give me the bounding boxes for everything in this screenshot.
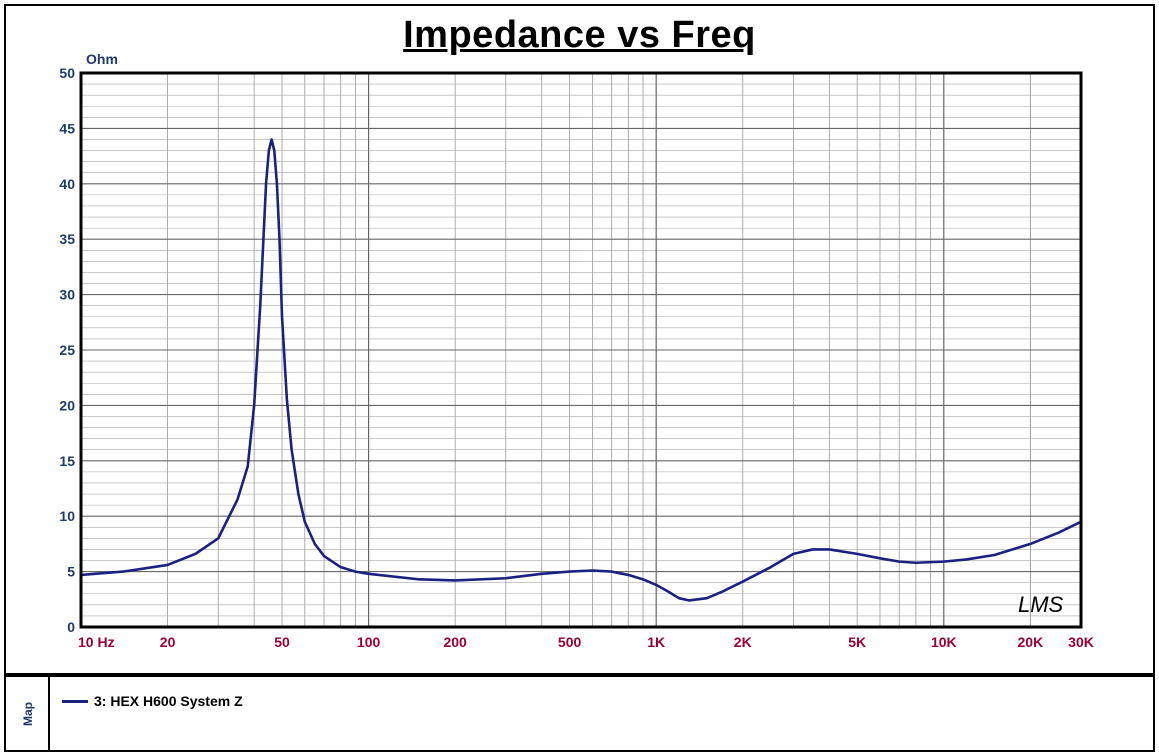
major-gridlines xyxy=(80,72,1081,628)
y-tick-label: 50 xyxy=(59,65,75,81)
x-tick-label: 500 xyxy=(558,634,582,650)
y-tick-label: 15 xyxy=(59,453,75,469)
x-tick-labels: 10 Hz 20 50 100 200 500 1K 2K 5K 10K 20K 30K xyxy=(78,634,1094,650)
impedance-curve xyxy=(79,138,1083,602)
x-tick-label: 100 xyxy=(357,634,381,650)
plot-border xyxy=(79,71,1083,629)
y-tick-label: 5 xyxy=(67,564,75,580)
y-tick-label: 20 xyxy=(59,397,75,413)
lms-watermark: LMS xyxy=(1018,592,1064,617)
x-tick-label: 10 Hz xyxy=(78,634,115,650)
y-tick-label: 40 xyxy=(59,176,75,192)
x-tick-label: 2K xyxy=(734,634,752,650)
x-tick-label: 50 xyxy=(274,634,290,650)
legend-item-label: 3: HEX H600 System Z xyxy=(94,693,243,709)
x-tick-label: 10K xyxy=(931,634,957,650)
y-axis-label: Ohm xyxy=(86,51,118,67)
x-tick-label: 200 xyxy=(443,634,467,650)
y-tick-labels: 0 5 10 15 20 25 30 35 40 45 50 xyxy=(59,65,75,635)
x-tick-label: 5K xyxy=(848,634,866,650)
y-tick-label: 35 xyxy=(59,231,75,247)
legend-panel xyxy=(4,673,1155,752)
legend-swatch xyxy=(62,699,88,703)
y-tick-label: 10 xyxy=(59,508,75,524)
chart-title: Impedance vs Freq xyxy=(403,14,756,56)
y-tick-label: 45 xyxy=(59,120,75,136)
x-tick-label: 20K xyxy=(1018,634,1044,650)
y-tick-label: 30 xyxy=(59,287,75,303)
x-tick-label: 30K xyxy=(1068,634,1094,650)
legend-item: 3: HEX H600 System Z xyxy=(62,693,243,709)
y-tick-label: 25 xyxy=(59,342,75,358)
x-tick-label: 20 xyxy=(160,634,176,650)
map-label: Map xyxy=(21,702,35,726)
x-tick-label: 1K xyxy=(647,634,665,650)
y-tick-label: 0 xyxy=(67,619,75,635)
legend-divider xyxy=(48,677,50,752)
